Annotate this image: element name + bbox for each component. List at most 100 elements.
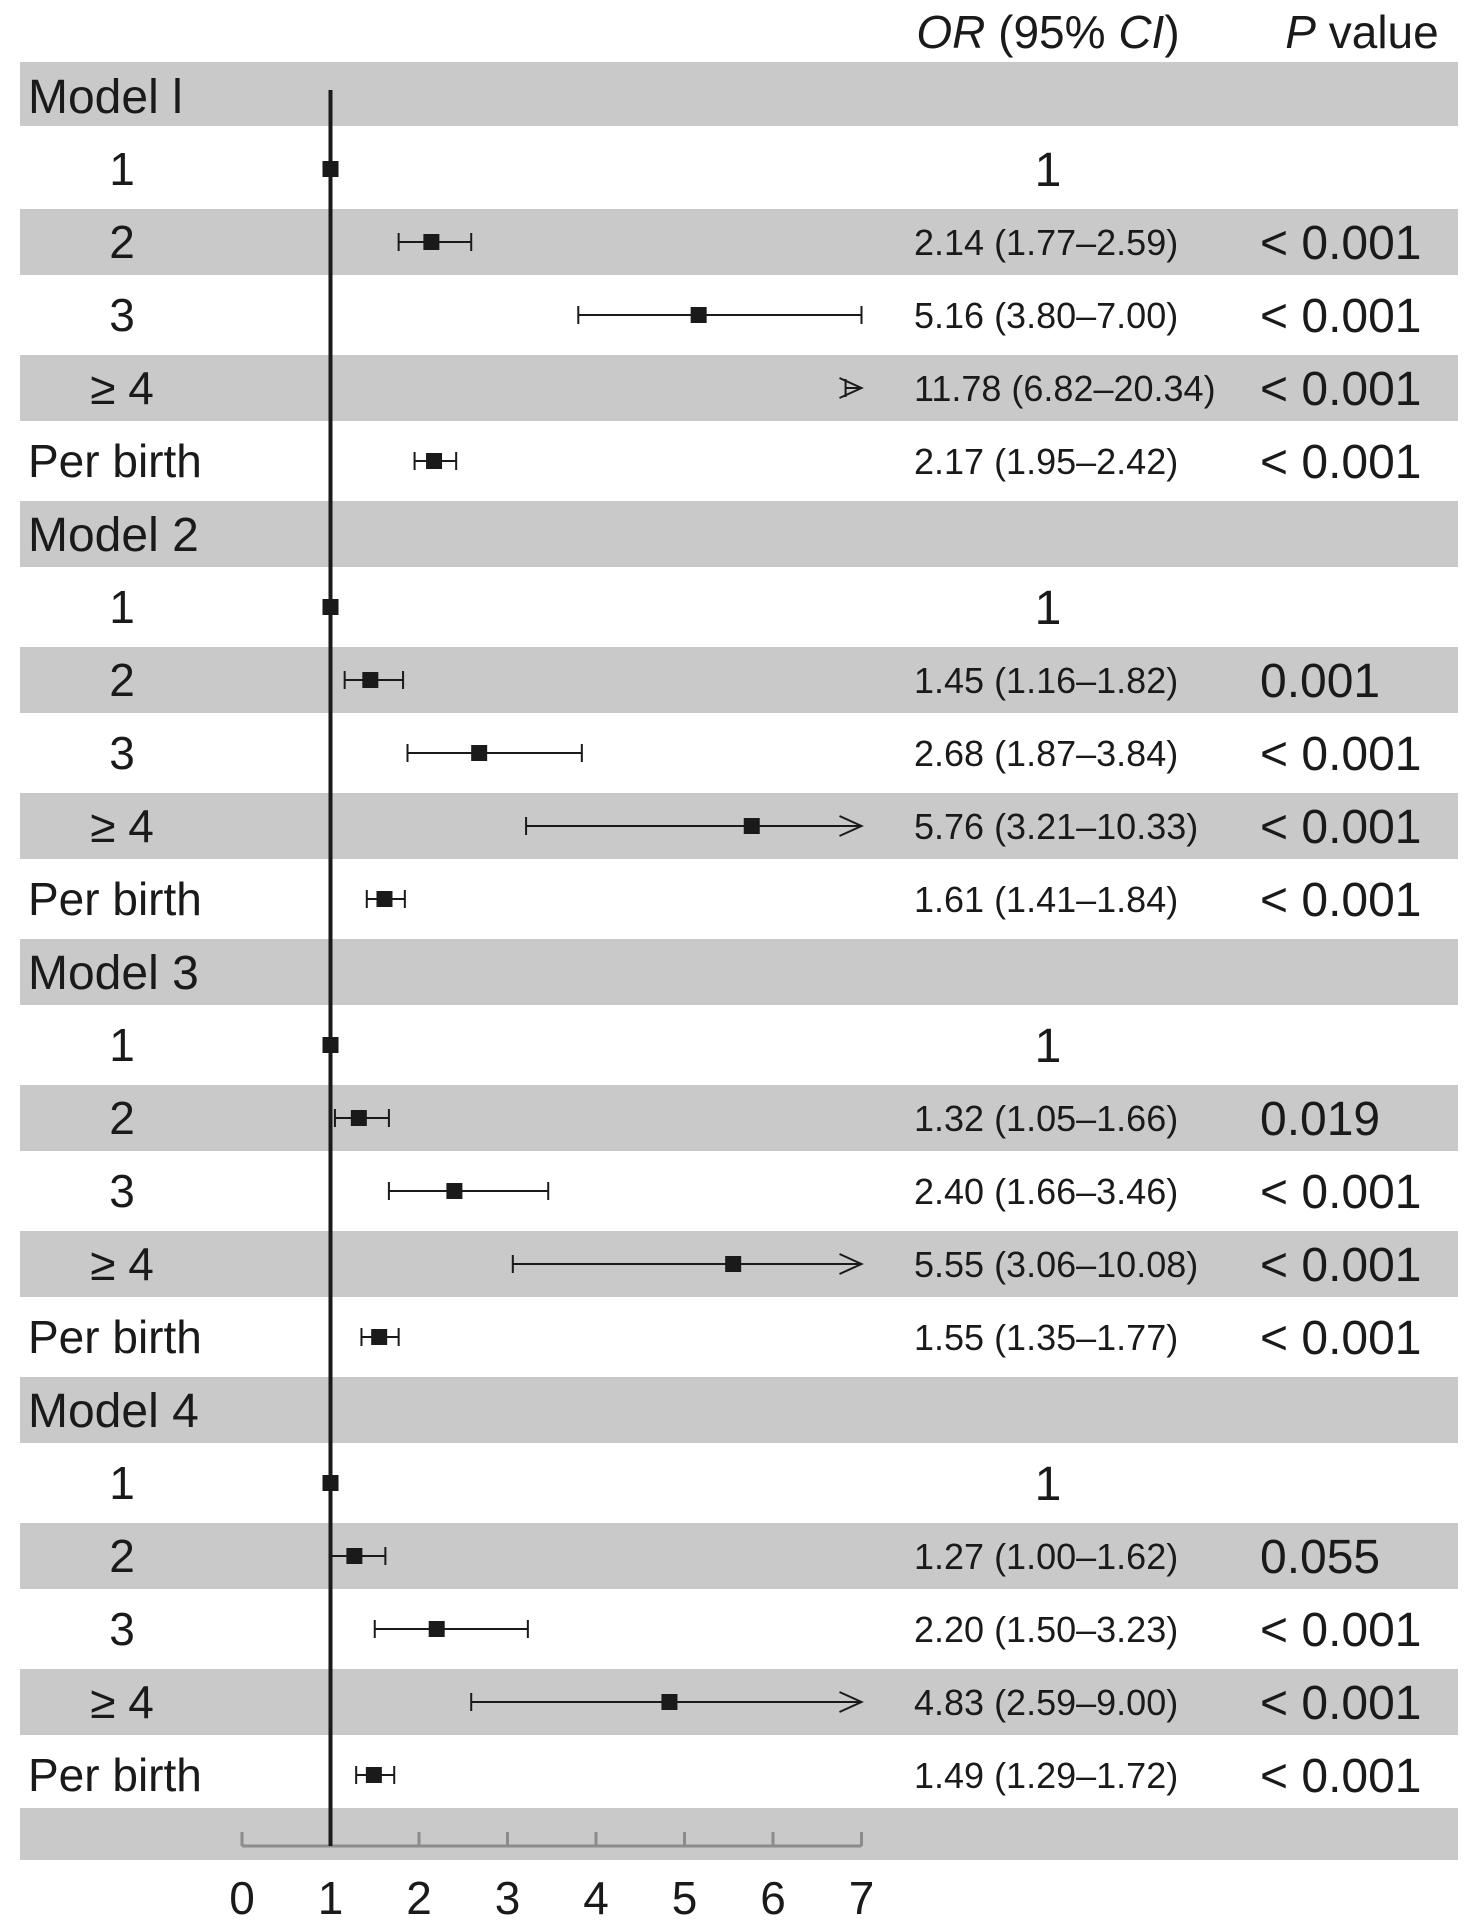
- p-value: 0.055: [1260, 1531, 1380, 1584]
- or-ci-value: 5.55 (3.06–10.08): [914, 1244, 1198, 1285]
- point-estimate: [362, 672, 379, 688]
- ci-arrow: [839, 1691, 864, 1713]
- point-estimate: [743, 818, 760, 834]
- p-value: < 0.001: [1260, 1677, 1421, 1730]
- row-band: [20, 1085, 1458, 1151]
- point-estimate: [471, 745, 488, 761]
- or-ci-value: 2.14 (1.77–2.59): [914, 222, 1178, 263]
- point-estimate: [350, 1110, 367, 1126]
- row-label: 1: [109, 581, 135, 633]
- model-label: Model 2: [28, 509, 199, 562]
- x-tick-label: 2: [406, 1872, 432, 1924]
- or-ci-value: 1: [1035, 1020, 1062, 1073]
- row-label: 1: [109, 143, 135, 195]
- p-value: < 0.001: [1260, 801, 1421, 854]
- ci-arrow: [839, 815, 864, 837]
- row-label: Per birth: [28, 1311, 202, 1363]
- or-ci-value: 2.40 (1.66–3.46): [914, 1171, 1178, 1212]
- point-estimate: [661, 1694, 678, 1710]
- point-estimate: [426, 453, 443, 469]
- row-band: [20, 647, 1458, 713]
- row-band: [20, 1523, 1458, 1589]
- or-ci-value: 4.83 (2.59–9.00): [914, 1682, 1178, 1723]
- x-tick-label: 3: [495, 1872, 521, 1924]
- point-estimate: [725, 1256, 742, 1272]
- row-label: 3: [109, 1165, 135, 1217]
- row-labels: Model l 1 2 3 ≥ 4 Per birth Model 2 1 2 3 ≥ 4 Per b…: [28, 71, 202, 1801]
- or-ci-value: 11.78 (6.82–20.34): [914, 368, 1216, 409]
- p-value: < 0.001: [1260, 290, 1421, 343]
- row-label: 1: [109, 1019, 135, 1071]
- p-value-column: < 0.001 < 0.001 < 0.001 < 0.001 0.001 < 0.001…: [1260, 217, 1421, 1803]
- model-label: Model l: [28, 71, 183, 124]
- p-value: < 0.001: [1260, 217, 1421, 270]
- row-label: ≥ 4: [90, 362, 154, 414]
- row-label: ≥ 4: [90, 1676, 154, 1728]
- or-ci-column: 1 2.14 (1.77–2.59) 5.16 (3.80–7.00) 11.78 (…: [914, 144, 1216, 1796]
- x-tick-label: 7: [849, 1872, 875, 1924]
- point-estimate: [690, 307, 707, 323]
- p-value: < 0.001: [1260, 1604, 1421, 1657]
- header-band: [20, 62, 1458, 126]
- p-value-header: P value: [1285, 6, 1438, 58]
- model-band: [20, 1377, 1458, 1443]
- p-value: < 0.001: [1260, 436, 1421, 489]
- row-label: 3: [109, 727, 135, 779]
- x-tick-label: 1: [318, 1872, 344, 1924]
- point-estimate: [423, 234, 440, 250]
- row-label: 2: [109, 216, 135, 268]
- or-ci-value: 2.17 (1.95–2.42): [914, 441, 1178, 482]
- or-ci-header: OR (95% CI): [916, 6, 1179, 58]
- point-estimate: [365, 1767, 382, 1783]
- model-label: Model 3: [28, 947, 199, 1000]
- row-label: Per birth: [28, 1749, 202, 1801]
- point-estimate: [371, 1329, 388, 1345]
- p-value: < 0.001: [1260, 1750, 1421, 1803]
- model-band: [20, 939, 1458, 1005]
- point-estimate: [428, 1621, 445, 1637]
- x-tick-label: 4: [583, 1872, 609, 1924]
- x-tick-label: 0: [229, 1872, 255, 1924]
- or-ci-value: 1: [1035, 144, 1062, 197]
- or-ci-value: 1.49 (1.29–1.72): [914, 1755, 1178, 1796]
- row-label: 2: [109, 1530, 135, 1582]
- point-estimate: [446, 1183, 463, 1199]
- row-label: 2: [109, 654, 135, 706]
- x-axis: 0 1 2 3 4 5 6 7: [229, 1832, 874, 1924]
- row-label: 2: [109, 1092, 135, 1144]
- row-band: [20, 209, 1458, 275]
- or-ci-value: 1.55 (1.35–1.77): [914, 1317, 1178, 1358]
- ci-arrow: [839, 1253, 864, 1275]
- or-ci-value: 5.16 (3.80–7.00): [914, 295, 1178, 336]
- or-ci-value: 1: [1035, 582, 1062, 635]
- or-ci-value: 1.61 (1.41–1.84): [914, 879, 1178, 920]
- model-band: [20, 501, 1458, 567]
- or-ci-value: 1.27 (1.00–1.62): [914, 1536, 1178, 1577]
- row-band: [20, 355, 1458, 421]
- row-bands: [20, 62, 1458, 1860]
- ci-arrow: [839, 377, 864, 399]
- or-ci-value: 2.20 (1.50–3.23): [914, 1609, 1178, 1650]
- or-ci-value: 1: [1035, 1458, 1062, 1511]
- row-label: 3: [109, 289, 135, 341]
- row-label: Per birth: [28, 435, 202, 487]
- point-estimate: [376, 891, 393, 907]
- or-ci-value: 1.32 (1.05–1.66): [914, 1098, 1178, 1139]
- row-label: ≥ 4: [90, 800, 154, 852]
- p-value: 0.019: [1260, 1093, 1380, 1146]
- row-label: 3: [109, 1603, 135, 1655]
- model-label: Model 4: [28, 1385, 199, 1438]
- p-value: < 0.001: [1260, 874, 1421, 927]
- or-ci-value: 1.45 (1.16–1.82): [914, 660, 1178, 701]
- estimate-marks: [322, 161, 864, 1784]
- row-label: 1: [109, 1457, 135, 1509]
- p-value: < 0.001: [1260, 1166, 1421, 1219]
- p-value: 0.001: [1260, 655, 1380, 708]
- row-label: Per birth: [28, 873, 202, 925]
- p-value: < 0.001: [1260, 1312, 1421, 1365]
- or-ci-value: 2.68 (1.87–3.84): [914, 733, 1178, 774]
- or-ci-value: 5.76 (3.21–10.33): [914, 806, 1198, 847]
- p-value: < 0.001: [1260, 728, 1421, 781]
- x-tick-label: 5: [672, 1872, 698, 1924]
